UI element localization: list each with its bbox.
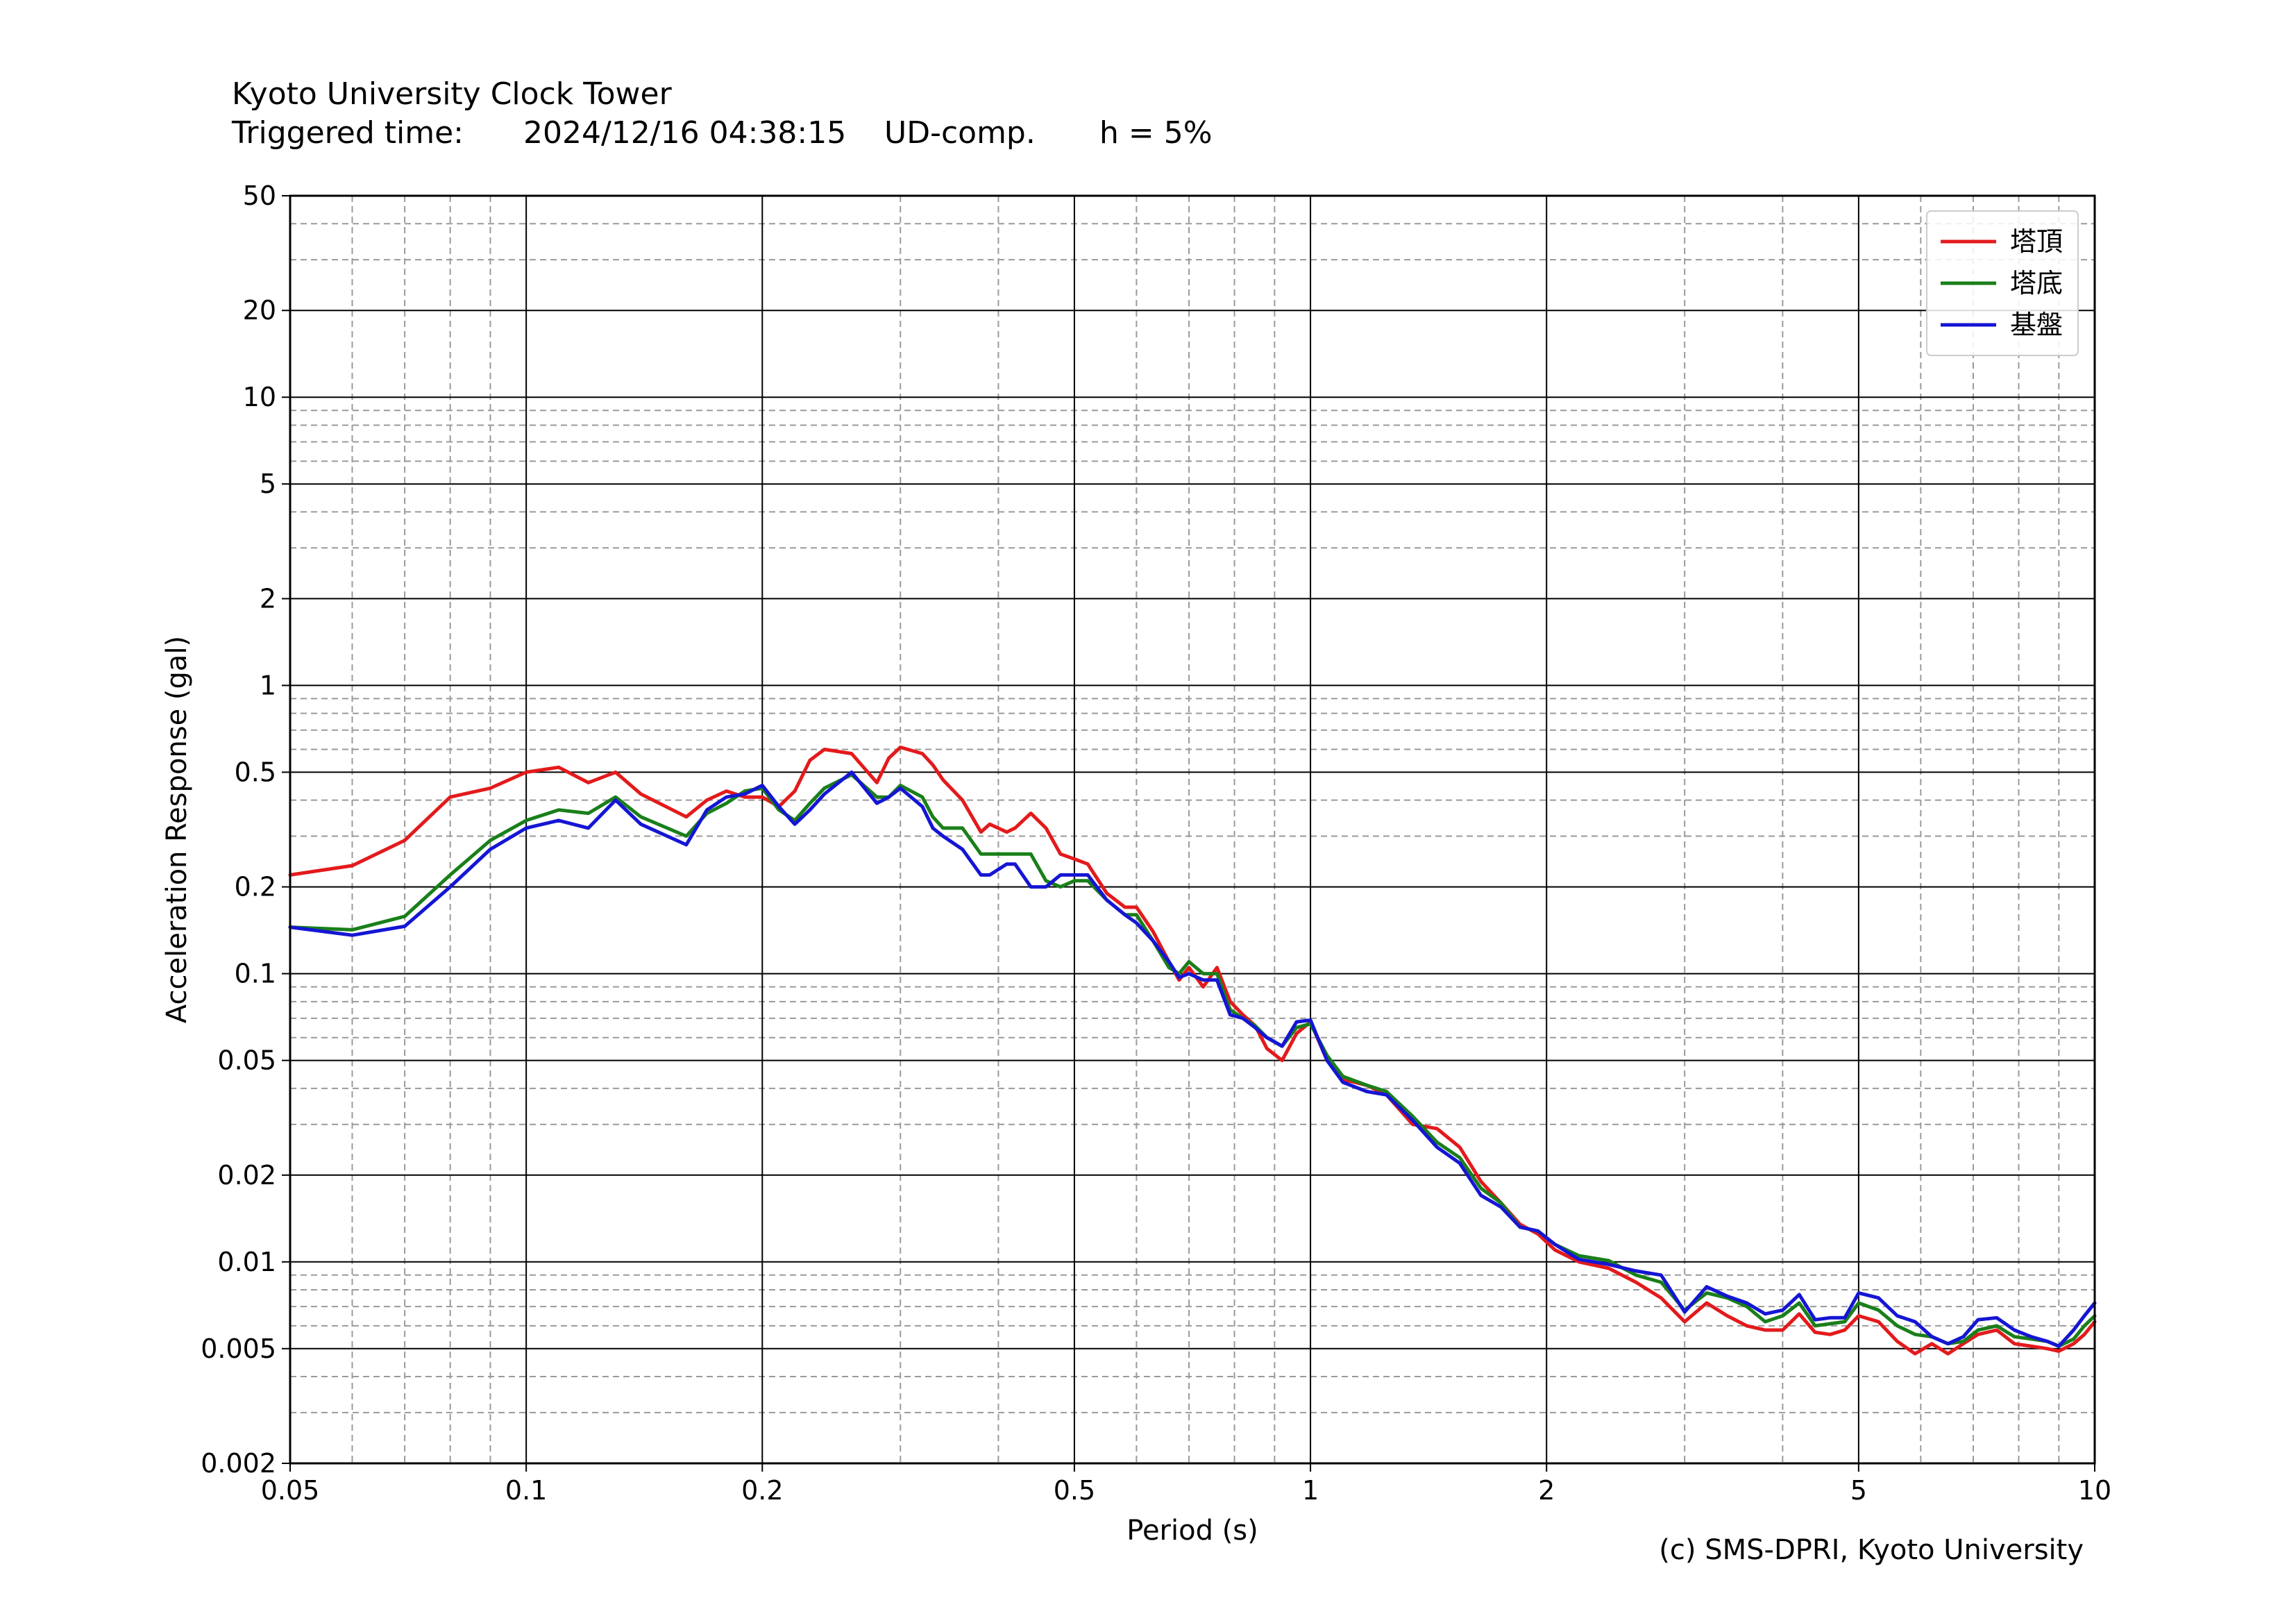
plot-frame [289,194,2096,1465]
series-layer [288,746,2097,1356]
x-tick-label: 0.2 [741,1475,783,1506]
series-line-3 [288,770,2097,1348]
series-line-1 [288,746,2097,1356]
chart-header: Kyoto University Clock Tower Triggered t… [232,75,1213,153]
x-tick-label: 2 [1538,1475,1555,1506]
y-tick-label: 0.05 [217,1045,276,1076]
legend-label-2: 塔底 [2010,268,2063,298]
y-tick-label: 0.1 [235,959,276,989]
credit-text: (c) SMS-DPRI, Kyoto University [1659,1534,2084,1566]
y-tick-label: 20 [243,295,276,326]
damping-label: h = 5% [1099,115,1213,151]
y-tick-label: 0.005 [201,1334,276,1364]
y-tick-label: 0.5 [235,757,276,787]
major-grid [289,195,2095,1464]
trigger-time: 2024/12/16 04:38:15 [523,115,847,151]
y-tick-label: 0.02 [217,1160,276,1191]
x-axis-label: Period (s) [1126,1515,1258,1547]
x-tick-label: 5 [1850,1475,1867,1506]
trigger-label: Triggered time: [232,115,464,151]
minor-grid [290,196,2095,1463]
x-axis-ticks: 0.05 0.1 0.2 0.5 1 2 5 10 [261,1463,2111,1506]
legend-label-3: 基盤 [2010,310,2063,340]
y-tick-label: 0.01 [217,1247,276,1277]
y-tick-label: 0.002 [201,1448,276,1479]
component-label: UD-comp. [884,115,1036,151]
x-tick-label: 10 [2078,1475,2111,1506]
y-axis-label: Acceleration Response (gal) [161,636,193,1023]
x-tick-label: 0.05 [261,1475,320,1506]
x-tick-label: 1 [1302,1475,1319,1506]
y-axis-ticks: 0.002 0.005 0.01 0.02 0.05 0.1 0.2 0.5 1 2 5 10 20 50 [201,180,290,1479]
legend-box [1926,210,2079,356]
y-tick-label: 5 [260,469,276,499]
y-tick-label: 2 [260,583,276,614]
y-tick-label: 50 [243,180,276,211]
y-tick-label: 1 [260,670,276,700]
x-tick-label: 0.5 [1054,1475,1095,1506]
trigger-info-row: Triggered time: 2024/12/16 04:38:15 UD-com… [232,114,1213,153]
y-tick-label: 10 [243,382,276,412]
x-tick-label: 0.1 [505,1475,547,1506]
legend-label-1: 塔頂 [2010,226,2063,257]
chart-title: Kyoto University Clock Tower [232,76,672,112]
y-tick-label: 0.2 [235,872,276,902]
